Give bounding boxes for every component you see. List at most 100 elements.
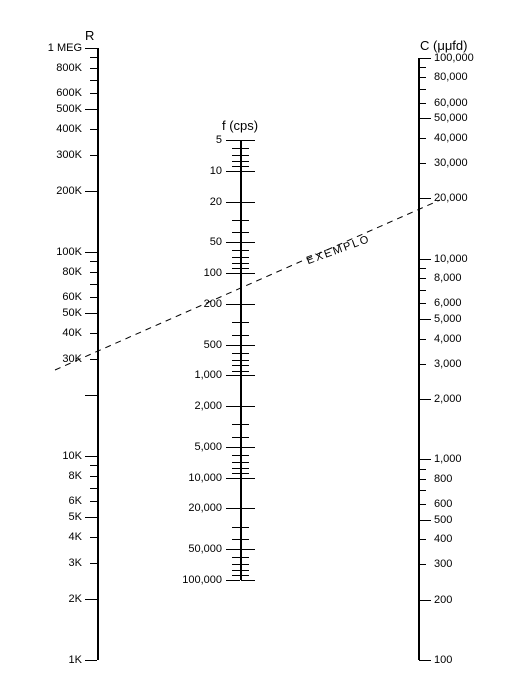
f-scale-tick (241, 424, 249, 425)
f-scale-tick (232, 360, 240, 361)
c-scale-tick-label: 6,000 (434, 297, 462, 309)
c-scale-tick (419, 303, 426, 304)
f-scale-tick (241, 375, 255, 376)
c-scale-tick (419, 539, 426, 540)
c-scale-tick-label: 200 (434, 594, 452, 606)
f-scale-tick (241, 580, 255, 581)
f-scale-tick (232, 539, 240, 540)
f-scale-tick (232, 155, 240, 156)
f-scale-tick (232, 527, 240, 528)
r-scale-tick-label: 60K (62, 291, 82, 303)
c-scale-tick (419, 319, 431, 320)
r-scale-tick (90, 57, 97, 58)
r-scale-tick (90, 537, 97, 538)
r-scale-tick-label: 2K (69, 593, 82, 605)
f-scale-tick (241, 268, 249, 269)
c-scale-tick (419, 259, 431, 260)
f-scale-tick (241, 257, 249, 258)
c-scale-tick (419, 339, 426, 340)
r-scale-tick (90, 488, 97, 489)
c-scale-tick (419, 479, 426, 480)
c-scale-tick (419, 504, 426, 505)
f-scale-tick (241, 360, 249, 361)
f-scale-tick (241, 273, 255, 274)
f-scale-tick (241, 468, 249, 469)
c-scale-tick-label: 1,000 (434, 453, 462, 465)
r-scale-tick-label: 80K (62, 266, 82, 278)
r-scale-tick (85, 48, 97, 49)
c-scale-tick-label: 800 (434, 473, 452, 485)
f-scale-tick (241, 557, 249, 558)
r-scale-tick (90, 129, 97, 130)
r-scale-tick (90, 68, 97, 69)
f-scale-tick-label: 100,000 (182, 574, 222, 586)
f-scale-tick (241, 232, 249, 233)
r-scale-tick-label: 10K (62, 450, 82, 462)
r-scale-tick (90, 333, 97, 334)
f-scale-tick (241, 575, 249, 576)
c-scale-tick-label: 2,000 (434, 393, 462, 405)
r-scale-tick (90, 284, 97, 285)
f-scale-tick (226, 406, 240, 407)
f-scale-tick (226, 242, 240, 243)
f-scale-tick (226, 375, 240, 376)
r-scale-tick-label: 1K (69, 654, 82, 666)
f-scale-tick-label: 100 (204, 267, 222, 279)
f-scale-tick (241, 171, 255, 172)
f-scale-tick (232, 462, 240, 463)
r-scale-tick (85, 395, 97, 396)
f-scale-title: f (cps) (222, 118, 258, 133)
c-scale-tick (419, 163, 426, 164)
r-scale-tick (90, 465, 97, 466)
f-scale-tick (241, 304, 255, 305)
c-scale-tick-label: 100,000 (434, 52, 474, 64)
f-scale-tick (232, 250, 240, 251)
f-scale-tick (232, 424, 240, 425)
r-scale-tick-label: 3K (69, 557, 82, 569)
r-scale-tick (85, 313, 97, 314)
f-scale-tick (241, 345, 255, 346)
c-scale-tick (419, 118, 431, 119)
r-scale-tick (85, 660, 97, 661)
c-scale-tick (419, 469, 426, 470)
f-scale-tick (241, 155, 249, 156)
f-scale-tick (226, 447, 240, 448)
f-scale-tick-label: 10,000 (188, 472, 222, 484)
c-scale-tick (419, 198, 431, 199)
f-scale-tick-label: 5,000 (194, 441, 222, 453)
r-scale-tick (90, 563, 97, 564)
r-scale-tick (85, 109, 97, 110)
f-scale-tick (241, 371, 249, 372)
f-scale-tick-label: 50 (210, 236, 222, 248)
f-scale-tick (232, 268, 240, 269)
r-scale-tick (90, 476, 97, 477)
f-scale-tick (232, 468, 240, 469)
r-scale-tick-label: 6K (69, 495, 82, 507)
f-scale-tick (232, 263, 240, 264)
c-scale-tick-label: 8,000 (434, 272, 462, 284)
r-scale-tick-label: 600K (56, 87, 82, 99)
f-scale-tick (241, 220, 249, 221)
r-scale-tick-label: 30K (62, 353, 82, 365)
c-scale-tick-label: 10,000 (434, 253, 468, 265)
f-scale-tick (241, 322, 249, 323)
c-scale-tick (419, 364, 426, 365)
r-scale-tick (90, 501, 97, 502)
f-scale-tick (232, 220, 240, 221)
c-scale-tick-label: 3,000 (434, 358, 462, 370)
c-scale-tick (419, 459, 431, 460)
f-scale-tick-label: 20 (210, 196, 222, 208)
r-scale-tick (90, 297, 97, 298)
r-scale-tick-label: 50K (62, 307, 82, 319)
c-scale-tick-label: 400 (434, 533, 452, 545)
f-scale-tick (232, 455, 240, 456)
r-scale-tick (85, 252, 97, 253)
r-scale-tick (90, 359, 97, 360)
c-scale-tick-label: 5,000 (434, 313, 462, 325)
c-scale-tick-label: 20,000 (434, 192, 468, 204)
c-scale-tick (419, 399, 431, 400)
r-axis-line (97, 48, 99, 660)
r-scale-tick-label: 4K (69, 531, 82, 543)
f-scale-tick-label: 500 (204, 339, 222, 351)
c-scale-tick (419, 77, 426, 78)
